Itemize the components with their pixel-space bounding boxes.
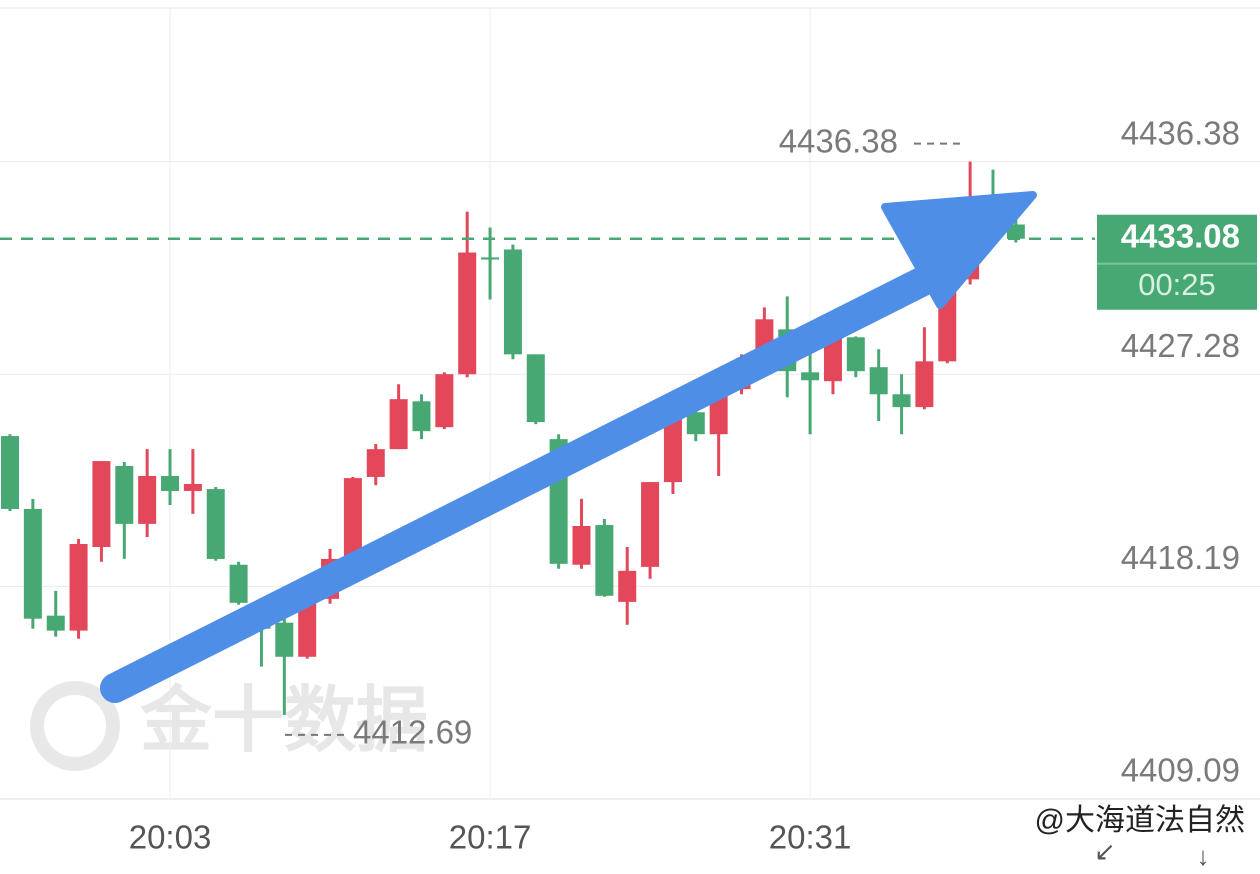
candle-body [23, 508, 42, 619]
candle-body [343, 478, 362, 569]
candle-body [801, 372, 820, 381]
candle-body [892, 394, 911, 408]
candle-body [412, 401, 431, 432]
candle-body [503, 249, 522, 355]
y-tick-label: 4436.38 [1121, 114, 1240, 151]
candle-body [229, 564, 248, 603]
countdown-label: 00:25 [1138, 267, 1216, 302]
candle-body [595, 525, 614, 596]
y-tick-label: 4427.28 [1121, 327, 1240, 364]
candle-body [869, 367, 888, 395]
candle-body [183, 483, 202, 491]
max-label: 4436.38 [779, 122, 898, 159]
candle-body [298, 598, 317, 657]
credit: @大海道法自然 [1035, 804, 1245, 837]
candle-body [526, 354, 545, 423]
candle-body [92, 461, 111, 548]
corner-icon: ↓ [1197, 841, 1210, 871]
arrow-shaft [100, 250, 970, 703]
corner-icon: ↙ [1094, 836, 1116, 866]
candle-body [458, 252, 477, 375]
x-tick-label: 20:03 [129, 819, 212, 856]
candle-body [846, 337, 865, 372]
candle-body [1, 436, 19, 509]
last-price-box [1097, 214, 1257, 310]
candle-body [69, 543, 88, 631]
overlay: 4409.09 4418.19 4427.28 4436.38 20:03 20:17 20… [129, 114, 1257, 856]
last-price-label: 4433.08 [1121, 217, 1240, 254]
candle-body [823, 337, 842, 382]
candle-body [435, 374, 454, 428]
min-label: 4412.69 [353, 714, 472, 751]
trend-arrow [100, 191, 1037, 703]
candle-body [46, 615, 65, 631]
candle-body [618, 570, 637, 602]
x-tick-label: 20:17 [449, 819, 532, 856]
candle-body [275, 622, 294, 657]
candle-body [206, 489, 225, 559]
candle-body [366, 449, 385, 477]
candle-body [481, 257, 500, 260]
candle-body [161, 476, 180, 491]
y-tick-label: 4409.09 [1121, 752, 1240, 789]
watermark-logo [30, 681, 120, 771]
arrow-head [881, 191, 1037, 309]
x-tick-label: 20:31 [769, 819, 852, 856]
candle-body [686, 412, 705, 435]
candle-body [915, 361, 934, 408]
candle-body [115, 465, 134, 524]
candle-body [1006, 224, 1025, 239]
candle-body [572, 525, 591, 565]
candle-body [641, 482, 660, 567]
candle-body [138, 476, 157, 524]
y-tick-label: 4418.19 [1121, 539, 1240, 576]
candle-body [389, 399, 408, 450]
